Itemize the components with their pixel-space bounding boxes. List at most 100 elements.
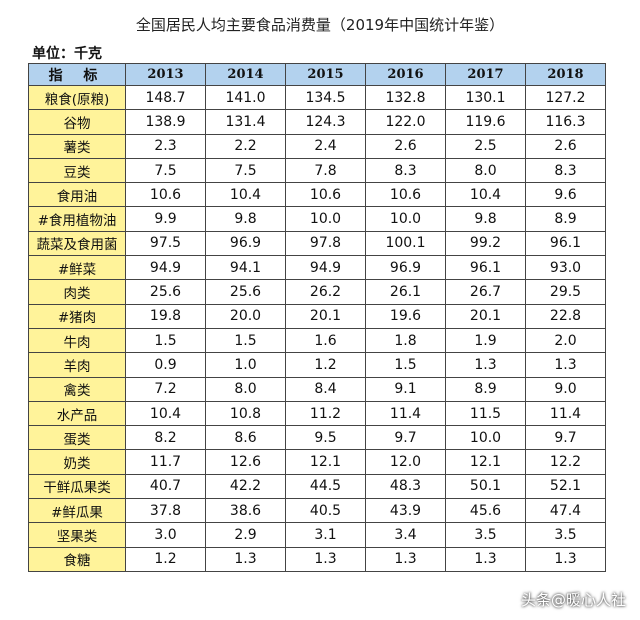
table-cell: 1.5: [365, 352, 446, 378]
table-cell: 20.1: [445, 303, 526, 329]
table-cell: 2.2: [205, 133, 286, 159]
table-cell: 94.9: [285, 255, 366, 281]
table-cell: 1.3: [365, 546, 446, 572]
table-cell: 3.5: [525, 522, 606, 548]
table-cell: 2.5: [445, 133, 526, 159]
table-cell: 96.9: [365, 255, 446, 281]
table-cell: 8.3: [365, 157, 446, 184]
table-cell: 2.3: [125, 133, 206, 159]
table-cell: 45.6: [445, 498, 526, 524]
unit-label: 单位：千克: [32, 46, 102, 62]
table-cell: 100.1: [365, 230, 446, 257]
table-cell: 1.9: [445, 327, 526, 354]
table-row: 奶类 11.7 12.6 12.1 12.0 12.1 12.2: [28, 449, 606, 475]
table-cell: 37.8: [125, 498, 206, 524]
table-cell: 2.4: [285, 133, 366, 159]
table-row: #鲜菜 94.9 94.1 94.9 96.9 96.1 93.0: [28, 255, 606, 281]
table-cell: 8.9: [525, 206, 606, 232]
table-cell: 9.8: [445, 206, 526, 232]
table-cell: 22.8: [525, 303, 606, 329]
table-cell: 10.0: [365, 206, 446, 232]
table-cell: 10.6: [125, 182, 206, 208]
table-cell: 119.6: [445, 109, 526, 135]
table-cell: 1.3: [525, 546, 606, 572]
table-row: 蔬菜及食用菌 97.5 96.9 97.8 100.1 99.2 96.1: [28, 230, 606, 257]
table-cell: 1.3: [285, 546, 366, 572]
table-cell: 42.2: [205, 473, 286, 500]
table-cell: 47.4: [525, 498, 606, 524]
row-label: 食糖: [28, 546, 126, 572]
table-cell: 10.0: [285, 206, 366, 232]
table-row: 水产品 10.4 10.8 11.2 11.4 11.5 11.4: [28, 400, 606, 427]
table-row: #食用植物油 9.9 9.8 10.0 10.0 9.8 8.9: [28, 206, 606, 232]
year-header: 2013: [125, 63, 206, 86]
table-cell: 9.7: [525, 425, 606, 451]
table-cell: 1.6: [285, 327, 366, 354]
row-label: 干鲜瓜果类: [28, 473, 126, 500]
row-label: #鲜菜: [28, 255, 126, 281]
table-cell: 26.1: [365, 279, 446, 305]
year-header: 2014: [205, 63, 286, 86]
table-cell: 1.2: [125, 546, 206, 572]
table-cell: 96.9: [205, 230, 286, 257]
row-label: 粮食(原粮): [28, 84, 126, 111]
table-cell: 3.4: [365, 522, 446, 548]
table-cell: 40.7: [125, 473, 206, 500]
row-label: 蔬菜及食用菌: [28, 230, 126, 257]
table-row: 蛋类 8.2 8.6 9.5 9.7 10.0 9.7: [28, 425, 606, 451]
table-cell: 9.8: [205, 206, 286, 232]
table-cell: 52.1: [525, 473, 606, 500]
table-cell: 7.5: [125, 157, 206, 184]
year-header: 2015: [285, 63, 366, 86]
row-label: 坚果类: [28, 522, 126, 548]
table-cell: 19.6: [365, 303, 446, 329]
table-body: 粮食(原粮) 148.7 141.0 134.5 132.8 130.1 127.2 谷物 13…: [28, 84, 606, 572]
table-cell: 97.8: [285, 230, 366, 257]
table-cell: 10.4: [205, 182, 286, 208]
table-cell: 94.9: [125, 255, 206, 281]
row-label: 水产品: [28, 400, 126, 427]
table-cell: 8.0: [445, 157, 526, 184]
table-row: #鲜瓜果 37.8 38.6 40.5 43.9 45.6 47.4: [28, 498, 606, 524]
table-cell: 1.0: [205, 352, 286, 378]
table-cell: 0.9: [125, 352, 206, 378]
table-cell: 20.1: [285, 303, 366, 329]
table-cell: 20.0: [205, 303, 286, 329]
table-cell: 3.0: [125, 522, 206, 548]
table-cell: 12.0: [365, 449, 446, 475]
table-cell: 50.1: [445, 473, 526, 500]
table-cell: 122.0: [365, 109, 446, 135]
table-cell: 97.5: [125, 230, 206, 257]
table-cell: 2.0: [525, 327, 606, 354]
row-label: 豆类: [28, 157, 126, 184]
table-cell: 116.3: [525, 109, 606, 135]
table-cell: 9.9: [125, 206, 206, 232]
table-row: 羊肉 0.9 1.0 1.2 1.5 1.3 1.3: [28, 352, 606, 378]
table-cell: 8.2: [125, 425, 206, 451]
table-cell: 8.9: [445, 376, 526, 402]
table-cell: 9.0: [525, 376, 606, 402]
row-label: 谷物: [28, 109, 126, 135]
table-cell: 3.5: [445, 522, 526, 548]
table-cell: 10.8: [205, 400, 286, 427]
row-label: #食用植物油: [28, 206, 126, 232]
table-cell: 12.1: [285, 449, 366, 475]
table-cell: 26.7: [445, 279, 526, 305]
row-label: 牛肉: [28, 327, 126, 354]
table-row: 干鲜瓜果类 40.7 42.2 44.5 48.3 50.1 52.1: [28, 473, 606, 500]
watermark: 头条@暖心人社: [520, 591, 626, 609]
table-cell: 1.5: [125, 327, 206, 354]
table-cell: 8.6: [205, 425, 286, 451]
food-consumption-table: 指 标 2013 2014 2015 2016 2017 2018 粮食(原粮)…: [28, 63, 606, 572]
table-row: 肉类 25.6 25.6 26.2 26.1 26.7 29.5: [28, 279, 606, 305]
table-cell: 148.7: [125, 84, 206, 111]
table-cell: 1.2: [285, 352, 366, 378]
table-cell: 9.1: [365, 376, 446, 402]
table-cell: 10.4: [125, 400, 206, 427]
table-row: 豆类 7.5 7.5 7.8 8.3 8.0 8.3: [28, 157, 606, 184]
table-cell: 29.5: [525, 279, 606, 305]
table-row: 牛肉 1.5 1.5 1.6 1.8 1.9 2.0: [28, 327, 606, 354]
row-label: 羊肉: [28, 352, 126, 378]
table-cell: 1.5: [205, 327, 286, 354]
year-header: 2016: [365, 63, 446, 86]
